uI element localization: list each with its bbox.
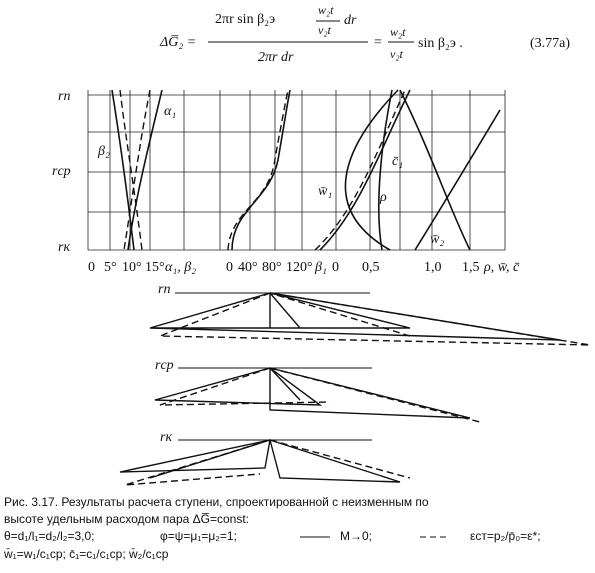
- eq-number: (3.77a): [530, 36, 570, 51]
- eq-lhs: ΔG̅₂ =: [159, 35, 196, 50]
- triangle-label: rср: [155, 358, 174, 373]
- curve-label: c̄₁: [392, 154, 403, 169]
- x-label: 1,5: [462, 260, 480, 275]
- eq-inner-den: v₂t: [318, 23, 331, 37]
- x-label: 0: [226, 260, 233, 275]
- y-label: rк: [58, 240, 70, 255]
- x-label: ρ, w̄, c̄: [483, 260, 520, 275]
- curve-c1-dash: [314, 89, 406, 251]
- x-label: 15°: [145, 260, 165, 275]
- curves: [111, 89, 501, 251]
- x-label: 0: [88, 260, 95, 275]
- y-label: rср: [52, 164, 71, 179]
- x-label: 1,0: [424, 260, 442, 275]
- curve-c1: [319, 89, 411, 251]
- caption-line: Рис. 3.17. Результаты расчета ступени, с…: [4, 495, 429, 509]
- caption-item: θ=d₁/l₁=d₂/l₂=3,0;: [4, 529, 94, 543]
- x-label: α₁, β₂: [165, 260, 196, 275]
- caption-line: высоте удельным расходом пара ΔG̅=const:: [4, 512, 249, 526]
- curve-beta1: [231, 89, 291, 251]
- triangle-mid: [154, 367, 471, 419]
- curve-label: w̄₂: [430, 232, 444, 247]
- eq-num: 2πr sin β₂э: [215, 12, 275, 27]
- eq-equals: =: [374, 35, 382, 50]
- x-labels: 0 5° 10° 15° α₁, β₂ 0 40° 80° 120° β₁ 0 …: [88, 260, 520, 275]
- curve-label: w̄₁: [318, 184, 332, 199]
- eq-r-tail: sin β₂э .: [418, 36, 463, 51]
- caption: Рис. 3.17. Результаты расчета ступени, с…: [3, 495, 541, 561]
- triangle-mid-dash: [159, 367, 481, 423]
- curve-rho: [378, 89, 393, 251]
- eq-num-tail: dr: [344, 13, 357, 28]
- triangle-label: rк: [160, 430, 172, 445]
- x-label: 80°: [262, 260, 282, 275]
- caption-item: εст=p₂/p̄₀=ε*;: [470, 529, 541, 543]
- caption-line: w̄₁=w₁/c₁ср; c̄₁=c₁/c₁ср; w̄₂/c₁ср: [3, 547, 169, 561]
- curve-label: β₂: [97, 144, 110, 159]
- triangle-bot: [119, 438, 401, 483]
- x-label: β₁: [314, 260, 327, 275]
- eq-den: 2πr dr: [258, 50, 294, 65]
- y-label: rп: [58, 89, 70, 104]
- x-label: 5°: [104, 260, 117, 275]
- curve-w2: [414, 109, 501, 251]
- x-label: 120°: [286, 260, 313, 275]
- triangle-label: rп: [158, 282, 170, 297]
- x-label: 10°: [122, 260, 142, 275]
- curve-label: ρ: [379, 190, 387, 205]
- curve-beta2-dash: [119, 89, 143, 251]
- curve-beta2: [111, 89, 135, 251]
- caption-item: φ=ψ=μ₁=μ₂=1;: [160, 529, 237, 543]
- curve-label: α₁: [164, 104, 176, 119]
- eq-inner-num: w₂t: [318, 3, 334, 17]
- curve-w2a: [399, 89, 471, 251]
- caption-item: M→0;: [340, 529, 372, 543]
- triangle-top: [149, 292, 561, 341]
- eq-r-den: v₂t: [390, 47, 403, 61]
- eq-r-num: w₂t: [390, 25, 406, 39]
- curve-alpha1: [127, 89, 163, 251]
- x-label: 0: [332, 260, 339, 275]
- triangle-bot-dash: [124, 439, 411, 486]
- grid: [87, 90, 506, 251]
- x-label: 40°: [238, 260, 258, 275]
- curve-beta1-dash: [227, 89, 289, 251]
- curve-w1: [344, 89, 399, 251]
- curve-alpha1-dash: [123, 89, 151, 251]
- equation: ΔG̅₂ = 2πr sin β₂э w₂t v₂t dr 2πr dr = w…: [159, 3, 570, 65]
- triangle-top-dash: [159, 292, 591, 346]
- triangles: rп rср rк: [119, 282, 591, 486]
- x-label: 0,5: [362, 260, 380, 275]
